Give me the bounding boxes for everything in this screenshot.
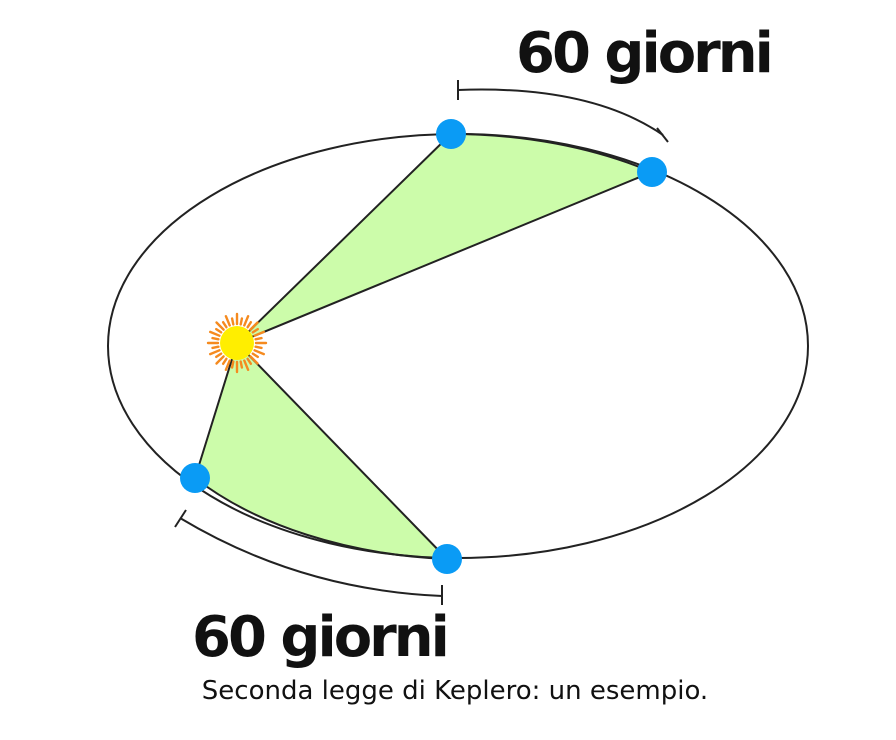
figure-caption: Seconda legge di Keplero: un esempio. [201, 676, 709, 706]
sun-ray [211, 336, 220, 341]
sun-ray [246, 321, 253, 329]
sun-ray [239, 317, 244, 326]
bottom-time-arc [174, 509, 443, 605]
sun-ray [246, 357, 253, 365]
top-time-arc [457, 80, 669, 143]
sun-ray [230, 360, 235, 369]
sun-ray [215, 321, 225, 331]
sun-ray [211, 345, 220, 350]
top-duration-label: 60 giorni [516, 21, 771, 86]
bottom-duration-label: 60 giorni [192, 605, 447, 670]
sun-ray [251, 327, 259, 334]
sun-ray [249, 321, 259, 331]
sun-ray [249, 355, 259, 365]
sun-core [220, 326, 254, 360]
swept-area-top [236, 132, 653, 344]
sun-ray [243, 315, 250, 327]
sun-ray [208, 330, 221, 337]
sun-ray [253, 330, 265, 337]
planet-top-left [436, 119, 466, 149]
sun-ray [208, 349, 221, 356]
sun-rays [206, 312, 268, 374]
sun-ray [253, 349, 265, 356]
sun-ray [214, 352, 223, 359]
sun-ray [254, 345, 263, 350]
sun-ray [243, 359, 250, 371]
planet-bottom-right [432, 544, 462, 574]
planet-top-right [637, 157, 667, 187]
sun-ray [215, 355, 225, 365]
sun-ray [230, 317, 235, 326]
planet-bottom-left [180, 463, 210, 493]
sun-ray [221, 321, 228, 329]
sun-ray [239, 360, 244, 369]
sun-ray [214, 327, 223, 334]
swept-area-bottom [194, 342, 448, 560]
sun-ray [224, 359, 231, 371]
sun-ray [251, 352, 259, 359]
sun-ray [224, 315, 231, 327]
sun [206, 312, 268, 374]
sun-ray [221, 357, 228, 365]
sun-ray [254, 336, 263, 341]
